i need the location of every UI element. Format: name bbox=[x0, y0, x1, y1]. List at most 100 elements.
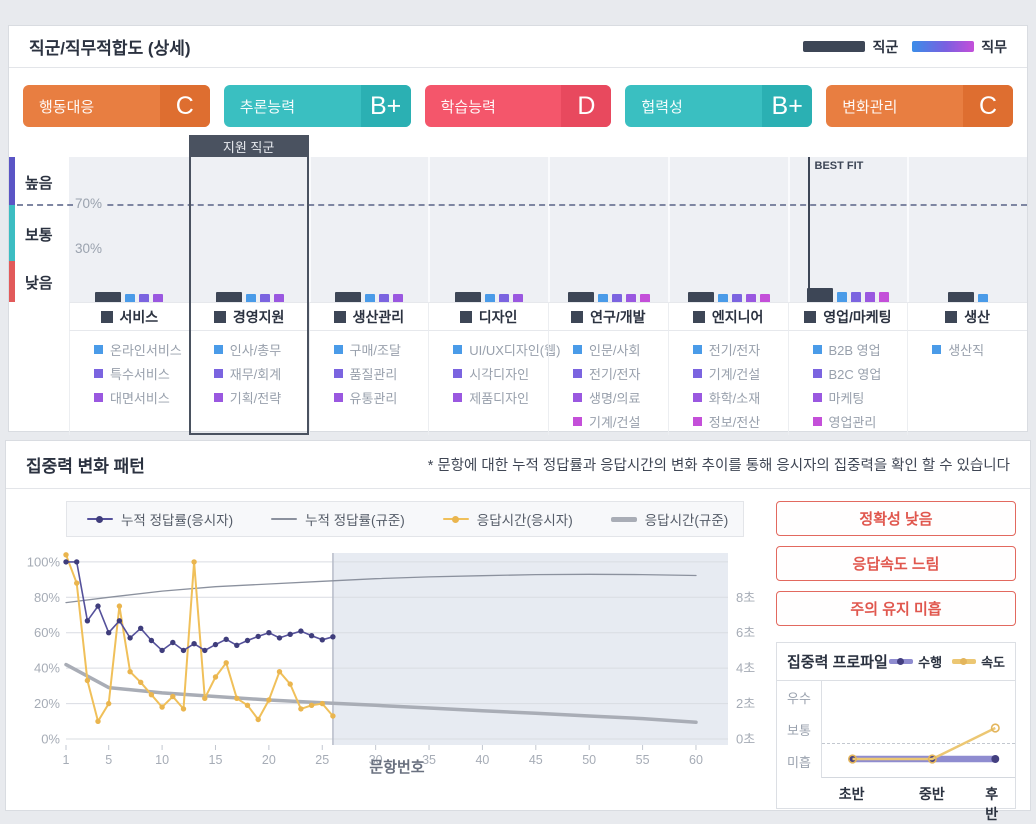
legend-label: 응답시간(응시자) bbox=[476, 513, 573, 528]
y-band-label: 높음 bbox=[25, 175, 53, 193]
job-bar bbox=[837, 292, 848, 302]
profile-legend-dot bbox=[960, 658, 968, 665]
x-axis-tick-label: 10 bbox=[155, 753, 169, 767]
group-square-icon bbox=[213, 310, 226, 323]
job-item-label: 전기/전자 bbox=[708, 343, 761, 358]
job-item: 품질관리 bbox=[333, 364, 425, 383]
focus-profile-body: 우수 보통 미흡 bbox=[777, 681, 1015, 778]
series-marker bbox=[116, 603, 123, 609]
x-axis-tick-label: 35 bbox=[422, 753, 436, 767]
job-square-icon bbox=[692, 369, 702, 378]
job-bar bbox=[639, 294, 650, 302]
y-band-label: 낮음 bbox=[25, 275, 53, 293]
job-category-plot bbox=[69, 157, 189, 302]
profile-legend-swatch bbox=[952, 658, 977, 666]
job-category-plot bbox=[907, 157, 1027, 302]
group-square-icon bbox=[804, 310, 817, 323]
job-list: 구매/조달 품질관리 유통관리 bbox=[308, 331, 429, 435]
series-marker bbox=[74, 559, 80, 565]
x-axis-tick-label: 60 bbox=[689, 753, 703, 767]
left-axis-tick-label: 60% bbox=[34, 625, 60, 640]
right-axis-tick-label: 8초 bbox=[736, 590, 755, 605]
legend-item: 누적 정답률(규준) bbox=[271, 509, 405, 529]
job-item-label: 영업관리 bbox=[828, 415, 877, 430]
job-bar bbox=[717, 294, 728, 302]
legend-job-label: 직무 bbox=[981, 38, 1007, 55]
series-marker bbox=[212, 674, 219, 680]
job-bar bbox=[851, 292, 862, 302]
group-bar bbox=[94, 292, 121, 302]
job-square-icon bbox=[94, 345, 103, 354]
series-marker bbox=[298, 628, 304, 634]
job-square-icon bbox=[453, 369, 463, 378]
grade-badge: 추론능력 B+ bbox=[223, 85, 411, 127]
series-marker bbox=[330, 634, 336, 640]
concentration-content: 누적 정답률(응시자) 누적 정답률(규준) 응답시간(응시자) 응답시간(규준) 0… bbox=[6, 489, 1030, 822]
job-square-icon bbox=[812, 345, 822, 354]
job-item: 전기/전자 bbox=[573, 364, 664, 383]
series-marker bbox=[266, 630, 272, 636]
job-bar bbox=[393, 294, 404, 302]
right-axis-tick-label: 2초 bbox=[736, 696, 755, 711]
focus-profile-plot bbox=[822, 681, 1015, 778]
job-fit-header: 직군/직무적합도 (상세) 직군 직무 bbox=[9, 26, 1027, 68]
job-square-icon bbox=[213, 369, 223, 378]
job-category-plot bbox=[308, 157, 429, 302]
legend-marker-dot bbox=[451, 515, 459, 523]
job-item-label: 기계/건설 bbox=[708, 367, 761, 382]
job-square-icon bbox=[812, 369, 822, 378]
x-axis-tick-label: 30 bbox=[369, 753, 383, 767]
left-axis-tick-label: 80% bbox=[34, 590, 60, 605]
focus-profile-panel: 집중력 프로파일 수행 속도 우수 보통 미흡 초반 중반 후반 bbox=[776, 642, 1016, 822]
threshold-70-label: 70% bbox=[73, 196, 105, 211]
job-bar bbox=[745, 294, 756, 302]
right-axis-tick-label: 6초 bbox=[736, 625, 755, 640]
group-bar bbox=[335, 292, 362, 302]
job-square-icon bbox=[692, 417, 702, 426]
job-bar bbox=[138, 294, 149, 302]
legend-item: 누적 정답률(응시자) bbox=[87, 509, 233, 529]
job-bar bbox=[865, 292, 876, 302]
job-item-label: 화학/소재 bbox=[708, 391, 761, 406]
threshold-30-label: 30% bbox=[73, 241, 105, 256]
job-item: 기계/건설 bbox=[573, 412, 664, 431]
job-item-label: 제품디자인 bbox=[469, 391, 530, 406]
focus-profile-title: 집중력 프로파일 bbox=[787, 654, 888, 671]
job-item: 구매/조달 bbox=[333, 340, 425, 359]
job-item: UI/UX디자인(웹) bbox=[453, 340, 560, 359]
job-item-label: 대면서비스 bbox=[110, 391, 170, 406]
y-band-label: 보통 bbox=[25, 226, 53, 244]
job-category-name-label: 경영지원 bbox=[232, 308, 285, 325]
profile-y-label: 보통 bbox=[787, 722, 811, 738]
left-axis-tick-label: 20% bbox=[34, 696, 60, 711]
grade-badge-grade: B+ bbox=[762, 85, 813, 127]
job-item-label: UI/UX디자인(웹) bbox=[469, 343, 561, 358]
job-item: 기획/전략 bbox=[213, 388, 305, 407]
series-marker bbox=[159, 647, 165, 654]
focus-profile-dashed-line bbox=[822, 743, 1015, 744]
series-marker bbox=[63, 559, 69, 565]
x-axis-tick-label: 5 bbox=[105, 753, 112, 767]
job-category-name-label: 서비스 bbox=[119, 308, 159, 325]
job-square-icon bbox=[692, 393, 702, 402]
profile-legend-swatch bbox=[889, 658, 914, 666]
series-marker bbox=[180, 647, 187, 654]
job-square-icon bbox=[94, 369, 103, 378]
left-axis-tick-label: 0% bbox=[41, 732, 60, 747]
series-marker bbox=[255, 633, 261, 640]
series-marker bbox=[223, 660, 229, 666]
job-item: B2C 영업 bbox=[812, 364, 904, 383]
concentration-legend: 누적 정답률(응시자) 누적 정답률(규준) 응답시간(응시자) 응답시간(규준) bbox=[66, 501, 744, 537]
concentration-card: 집중력 변화 패턴 * 문항에 대한 누적 정답률과 응답시간의 변화 추이를 … bbox=[5, 440, 1031, 822]
job-item-label: 마케팅 bbox=[828, 391, 865, 406]
group-square-icon bbox=[100, 310, 113, 323]
series-marker bbox=[298, 706, 304, 712]
series-marker bbox=[74, 580, 80, 586]
group-series-swatch bbox=[803, 41, 866, 52]
focus-profile-legend: 수행 속도 bbox=[889, 652, 1005, 671]
right-axis-tick-label: 4초 bbox=[736, 661, 755, 676]
job-item: 기계/건설 bbox=[692, 364, 784, 383]
grade-badge: 변화관리 C bbox=[826, 85, 1013, 127]
job-square-icon bbox=[94, 393, 103, 402]
group-bar bbox=[807, 288, 834, 302]
